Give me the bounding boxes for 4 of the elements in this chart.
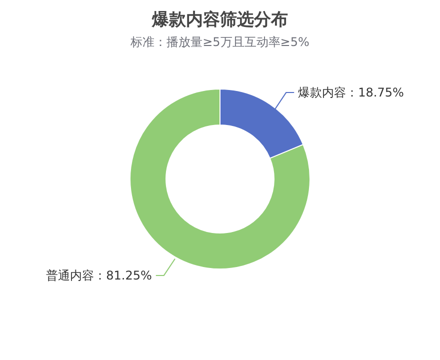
slice-label: 爆款内容：18.75% <box>298 86 404 100</box>
chart-subtitle: 标准：播放量≥5万且互动率≥5% <box>130 34 310 51</box>
slice-label: 普通内容：81.25% <box>46 268 152 282</box>
chart-title: 爆款内容筛选分布 <box>150 9 289 31</box>
